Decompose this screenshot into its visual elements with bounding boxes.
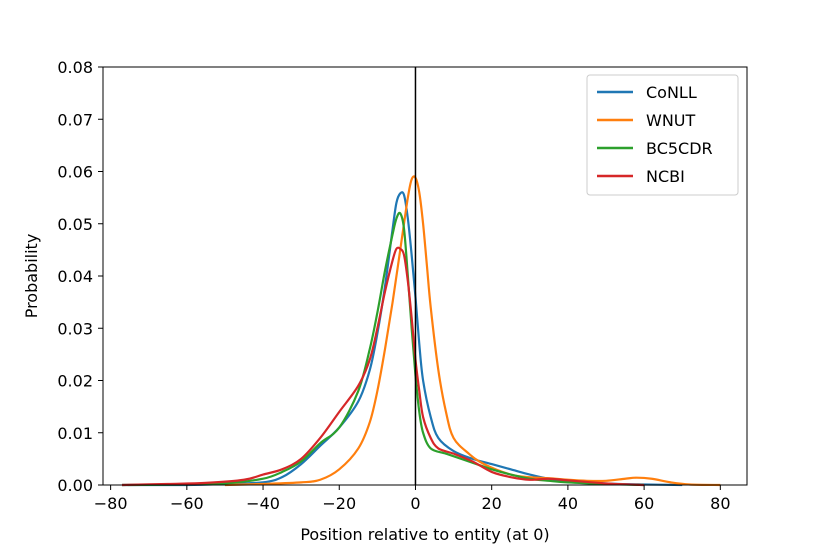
x-tick-label: 60 — [634, 494, 654, 513]
plot-lines — [122, 175, 721, 487]
y-axis-ticks: 0.00 0.01 0.02 0.03 0.04 0.05 0.06 0.07 0.08 — [57, 58, 103, 495]
y-tick-label: 0.08 — [57, 58, 93, 77]
y-axis-label: Probability — [22, 234, 41, 319]
x-axis-label: Position relative to entity (at 0) — [300, 525, 549, 544]
legend-label-wnut: WNUT — [646, 111, 696, 130]
x-tick-label: −20 — [322, 494, 356, 513]
legend: CoNLL WNUT BC5CDR NCBI — [586, 74, 739, 196]
series-line-wnut — [224, 175, 721, 487]
series-line-conll — [122, 191, 683, 487]
series-line-bc5cdr — [122, 211, 645, 487]
legend-box — [586, 74, 739, 196]
legend-label-conll: CoNLL — [646, 83, 697, 102]
x-tick-label: 0 — [410, 494, 420, 513]
series-line-ncbi — [122, 246, 645, 487]
y-tick-label: 0.03 — [57, 319, 93, 338]
x-tick-label: −40 — [246, 494, 280, 513]
x-tick-label: −80 — [94, 494, 128, 513]
x-tick-label: −60 — [170, 494, 204, 513]
x-axis-ticks: −80 −60 −40 −20 0 20 40 60 80 — [94, 485, 731, 513]
x-tick-label: 40 — [558, 494, 578, 513]
y-tick-label: 0.01 — [57, 424, 93, 443]
y-tick-label: 0.05 — [57, 215, 93, 234]
y-tick-label: 0.07 — [57, 110, 93, 129]
y-tick-label: 0.06 — [57, 163, 93, 182]
x-tick-label: 20 — [482, 494, 502, 513]
x-tick-label: 80 — [710, 494, 730, 513]
legend-label-bc5cdr: BC5CDR — [646, 139, 713, 158]
y-tick-label: 0.02 — [57, 372, 93, 391]
y-tick-label: 0.04 — [57, 267, 93, 286]
legend-label-ncbi: NCBI — [646, 167, 685, 186]
y-tick-label: 0.00 — [57, 476, 93, 495]
